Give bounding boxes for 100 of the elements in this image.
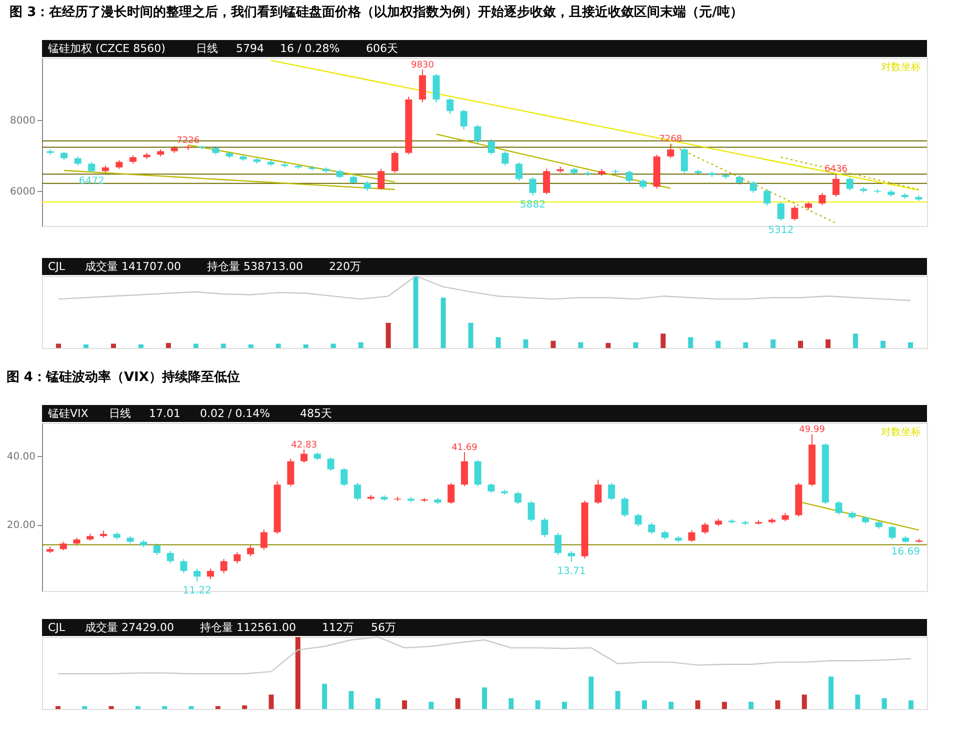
text: 112万 (322, 621, 354, 634)
candlestick (460, 452, 468, 487)
bar (455, 698, 460, 709)
bar (908, 342, 914, 348)
text: 锰硅加权 (CZCE 8560) (47, 42, 166, 55)
text: 日线 (109, 407, 131, 420)
annotation: 对数坐标 (881, 61, 921, 73)
bar (276, 344, 281, 348)
bar (578, 342, 584, 348)
candlestick (680, 148, 688, 174)
candlestick (327, 456, 334, 472)
candlestick (634, 512, 642, 528)
candlestick (474, 459, 482, 487)
text: CJL (48, 621, 66, 634)
annotation: 11.22 (182, 586, 212, 597)
bar (220, 344, 226, 348)
candlestick (391, 150, 398, 174)
bar (496, 337, 501, 348)
candlestick (529, 176, 536, 196)
bar (550, 340, 556, 348)
bar (135, 706, 140, 709)
bar (322, 684, 328, 709)
text: 5794 (236, 42, 264, 55)
line-series (63, 170, 396, 190)
bar (615, 691, 620, 709)
text: 锰硅VIX (47, 407, 89, 420)
bar (633, 342, 638, 348)
candlestick (818, 192, 826, 206)
candlestick (300, 448, 308, 464)
bar (562, 702, 567, 709)
candlestick (541, 517, 548, 538)
bar (162, 706, 168, 709)
candlestick (180, 558, 188, 574)
bar (413, 276, 418, 348)
candlestick (378, 168, 385, 191)
bar (535, 700, 540, 709)
bar (775, 700, 780, 709)
text: 持仓量 112561.00 (200, 621, 296, 634)
candlestick (287, 458, 294, 487)
y-tick-label: 40.00 (6, 452, 36, 463)
candlestick (514, 491, 522, 505)
candlestick (688, 530, 696, 542)
bar (695, 700, 700, 709)
candlestick (460, 109, 468, 130)
candlestick (350, 174, 358, 185)
bar (642, 700, 647, 709)
annotation: 13.71 (557, 566, 586, 577)
candlestick (648, 522, 656, 534)
candlestick (340, 467, 348, 487)
bar (853, 334, 858, 348)
candlestick (354, 482, 361, 502)
line-series (270, 60, 920, 191)
candlestick (488, 482, 495, 494)
text: 成交量 141707.00 (85, 260, 181, 273)
bar (508, 698, 514, 709)
candlestick (777, 201, 784, 222)
bar (826, 339, 831, 348)
bar (193, 344, 198, 348)
bar (108, 706, 114, 709)
annotation: 42.83 (291, 440, 317, 450)
chart-title: 图 3：在经历了漫长时间的整理之后，我们看到锰硅盘面价格（以加权指数为例）开始逐步收敛，且接近收敛区间末端（元/吨） (10, 4, 743, 20)
candlestick (832, 173, 840, 198)
bar (248, 344, 254, 348)
candlestick (608, 482, 615, 501)
bar (588, 676, 594, 709)
bar (523, 339, 528, 348)
y-tick-label: 8000 (10, 116, 36, 127)
text: 220万 (329, 260, 361, 273)
candlestick (736, 174, 744, 186)
bar (402, 700, 408, 709)
candlestick (791, 205, 798, 221)
candlestick (364, 180, 371, 192)
bar (242, 705, 248, 709)
bar (428, 702, 434, 709)
bar (606, 342, 611, 348)
candlestick (446, 98, 454, 115)
candlestick (474, 124, 482, 144)
bar (798, 340, 804, 348)
bar (660, 334, 666, 348)
candlestick (166, 550, 174, 564)
annotation: 对数坐标 (881, 426, 921, 438)
text: 持仓量 538713.00 (207, 260, 303, 273)
bar (880, 340, 886, 348)
bar (482, 687, 487, 709)
bar (908, 700, 914, 709)
candlestick (194, 568, 201, 582)
text: 0.02 / 0.14% (200, 407, 270, 420)
text: 485天 (300, 407, 332, 420)
bar (215, 706, 220, 709)
text: 56万 (371, 621, 396, 634)
y-tick-label: 20.00 (6, 520, 36, 532)
candlestick (626, 170, 633, 184)
bar (82, 706, 88, 709)
bar (110, 344, 116, 348)
text: 16 / 0.28% (280, 42, 340, 55)
bar (268, 694, 274, 709)
bar (358, 342, 364, 348)
bar (330, 344, 336, 348)
annotation: 41.69 (452, 443, 478, 454)
bar (743, 342, 748, 348)
